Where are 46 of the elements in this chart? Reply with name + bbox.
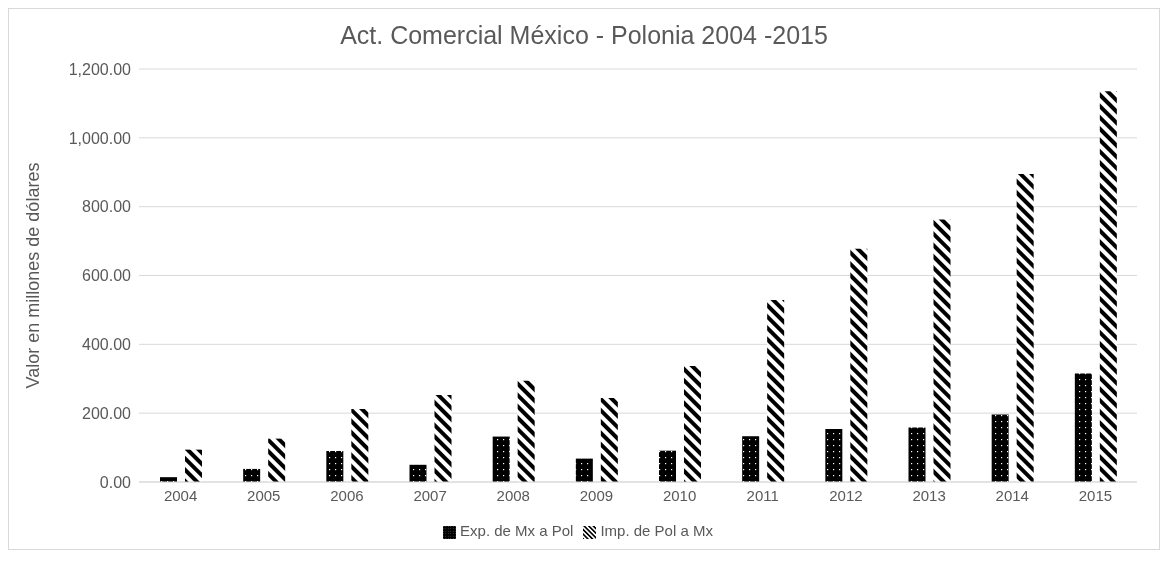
x-tick-label: 2009 xyxy=(579,486,614,504)
bar xyxy=(575,458,593,482)
x-tick-label: 2012 xyxy=(829,486,863,504)
legend-label: Imp. de Pol a Mx xyxy=(600,522,713,539)
bar xyxy=(326,451,344,482)
bar xyxy=(351,409,369,482)
x-tick-label: 2014 xyxy=(995,486,1029,504)
x-tick-label: 2007 xyxy=(413,486,447,504)
bar xyxy=(268,438,286,482)
bar xyxy=(492,436,510,482)
x-tick-label: 2010 xyxy=(662,486,697,504)
bar xyxy=(1099,91,1117,482)
bar xyxy=(243,468,261,482)
y-tick-label: 400.00 xyxy=(82,336,132,354)
bar xyxy=(1016,173,1034,482)
bar xyxy=(185,449,202,482)
x-tick-label: 2006 xyxy=(330,486,364,504)
bar xyxy=(434,394,452,482)
bar xyxy=(742,436,760,482)
bar xyxy=(600,398,618,482)
bar xyxy=(767,299,785,482)
bar xyxy=(659,450,676,482)
x-tick-label: 2011 xyxy=(746,486,779,504)
x-tick-label: 2008 xyxy=(496,486,530,504)
bar xyxy=(933,219,951,482)
bar xyxy=(517,380,535,482)
bar xyxy=(991,414,1009,482)
y-tick-label: 1,000.00 xyxy=(68,129,132,147)
y-tick-label: 0.00 xyxy=(99,473,132,491)
y-tick-label: 600.00 xyxy=(82,267,132,285)
y-tick-label: 800.00 xyxy=(82,198,132,216)
y-axis-title: Valor en millones de dólares xyxy=(23,162,44,389)
y-tick-label: 200.00 xyxy=(82,404,132,422)
chart-title: Act. Comercial México - Polonia 2004 -2015 xyxy=(339,20,829,51)
x-tick-label: 2004 xyxy=(163,486,198,504)
bar xyxy=(825,429,843,482)
y-tick-label: 1,200.00 xyxy=(68,60,132,78)
bar xyxy=(684,366,701,482)
x-tick-label: 2013 xyxy=(912,486,946,504)
bar xyxy=(850,248,868,482)
bar xyxy=(409,464,427,482)
legend-label: Exp. de Mx a Pol xyxy=(460,522,574,539)
x-tick-label: 2005 xyxy=(247,486,281,504)
bar xyxy=(1074,373,1092,482)
x-tick-label: 2015 xyxy=(1078,486,1113,504)
bar xyxy=(908,427,926,482)
